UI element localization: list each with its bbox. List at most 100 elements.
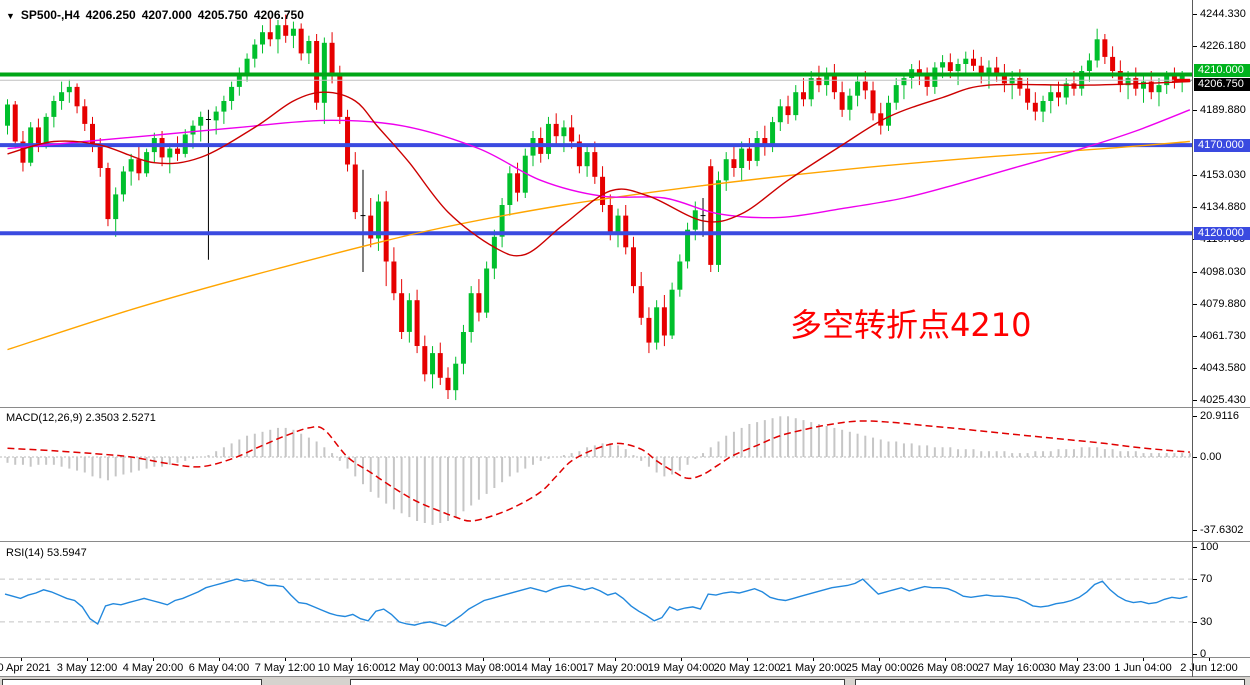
candle-body[interactable] — [754, 138, 760, 161]
candle-body[interactable] — [190, 125, 196, 135]
candle-body[interactable] — [800, 92, 806, 100]
candle-body[interactable] — [468, 293, 474, 332]
candle-body[interactable] — [553, 123, 559, 137]
candle-body[interactable] — [120, 171, 126, 195]
candle-body[interactable] — [762, 138, 768, 147]
candle-body[interactable] — [723, 159, 729, 181]
bottom-tab[interactable] — [855, 679, 1245, 685]
candle-body[interactable] — [862, 81, 868, 91]
candle-body[interactable] — [159, 138, 165, 158]
candle-body[interactable] — [113, 194, 119, 220]
candle-body[interactable] — [260, 32, 266, 45]
candle-body[interactable] — [739, 148, 745, 168]
candle-body[interactable] — [978, 65, 984, 75]
candle-body[interactable] — [406, 300, 412, 332]
candle-body[interactable] — [337, 76, 343, 117]
candle-body[interactable] — [715, 180, 721, 265]
candle-body[interactable] — [808, 78, 814, 100]
candle-body[interactable] — [986, 67, 992, 75]
bottom-tab[interactable] — [2, 679, 262, 685]
candle-body[interactable] — [90, 123, 96, 146]
candle-body[interactable] — [870, 90, 876, 114]
candle-body[interactable] — [638, 286, 644, 318]
candle-body[interactable] — [306, 41, 312, 54]
candle-body[interactable] — [561, 127, 567, 137]
candle-body[interactable] — [5, 104, 10, 126]
candle-body[interactable] — [12, 104, 18, 142]
candle-body[interactable] — [584, 152, 590, 167]
candle-body[interactable] — [375, 201, 381, 239]
candle-body[interactable] — [824, 72, 830, 86]
candle-body[interactable] — [298, 28, 304, 54]
candle-body[interactable] — [1179, 74, 1185, 82]
candle-body[interactable] — [940, 62, 946, 68]
candle-body[interactable] — [144, 152, 150, 174]
panel-separator[interactable] — [0, 541, 1250, 542]
candle-body[interactable] — [105, 168, 111, 220]
candle-body[interactable] — [1056, 92, 1062, 98]
candle-body[interactable] — [391, 261, 397, 294]
candle-body[interactable] — [615, 215, 621, 234]
candle-body[interactable] — [885, 102, 891, 126]
candle-body[interactable] — [855, 81, 861, 96]
candle-body[interactable] — [368, 215, 374, 239]
candle-body[interactable] — [1086, 60, 1092, 71]
candle-body[interactable] — [955, 64, 961, 72]
candle-body[interactable] — [484, 268, 490, 313]
candle-body[interactable] — [878, 113, 884, 126]
candle-body[interactable] — [430, 353, 436, 375]
candle-body[interactable] — [1094, 39, 1100, 61]
candle-body[interactable] — [1102, 39, 1108, 57]
candle-body[interactable] — [963, 58, 969, 64]
candle-body[interactable] — [731, 159, 737, 168]
candle-body[interactable] — [793, 92, 799, 116]
candle-body[interactable] — [669, 289, 675, 336]
candle-body[interactable] — [244, 58, 250, 73]
candle-body[interactable] — [97, 145, 103, 168]
candle-body[interactable] — [20, 141, 26, 163]
candle-body[interactable] — [437, 353, 443, 378]
candle-body[interactable] — [43, 116, 49, 146]
candle-body[interactable] — [932, 67, 938, 87]
candle-body[interactable] — [66, 86, 72, 93]
candle-body[interactable] — [128, 159, 134, 172]
candle-body[interactable] — [816, 78, 822, 86]
candle-body[interactable] — [1125, 78, 1131, 86]
candle-body[interactable] — [283, 25, 289, 36]
candle-body[interactable] — [198, 116, 204, 126]
candle-body[interactable] — [971, 58, 976, 66]
candle-body[interactable] — [460, 332, 466, 364]
candle-body[interactable] — [1025, 88, 1031, 103]
candle-body[interactable] — [901, 78, 907, 86]
candle-body[interactable] — [746, 148, 752, 161]
candle-body[interactable] — [51, 101, 57, 117]
candle-body[interactable] — [59, 92, 65, 101]
candle-body[interactable] — [1001, 72, 1007, 84]
candle-body[interactable] — [167, 148, 173, 158]
candle-body[interactable] — [136, 159, 142, 174]
candle-body[interactable] — [947, 62, 953, 71]
candle-body[interactable] — [275, 25, 281, 40]
candle-body[interactable] — [576, 141, 582, 167]
candle-body[interactable] — [522, 155, 528, 193]
candle-body[interactable] — [414, 300, 420, 346]
bottom-tab[interactable] — [350, 679, 845, 685]
candle-body[interactable] — [692, 210, 698, 230]
candle-body[interactable] — [1063, 83, 1069, 98]
candle-body[interactable] — [1048, 92, 1054, 101]
candle-body[interactable] — [1141, 81, 1147, 89]
candle-body[interactable] — [893, 85, 899, 103]
candle-body[interactable] — [252, 44, 258, 59]
candle-body[interactable] — [399, 293, 405, 332]
candle-body[interactable] — [352, 164, 358, 213]
candle-body[interactable] — [924, 76, 930, 87]
candle-body[interactable] — [213, 111, 219, 121]
candle-body[interactable] — [1148, 81, 1154, 93]
candle-body[interactable] — [785, 106, 791, 116]
candle-body[interactable] — [74, 86, 80, 107]
candle-body[interactable] — [677, 261, 683, 290]
candle-body[interactable] — [831, 72, 837, 93]
candle-body[interactable] — [607, 205, 613, 234]
candle-body[interactable] — [491, 236, 497, 269]
